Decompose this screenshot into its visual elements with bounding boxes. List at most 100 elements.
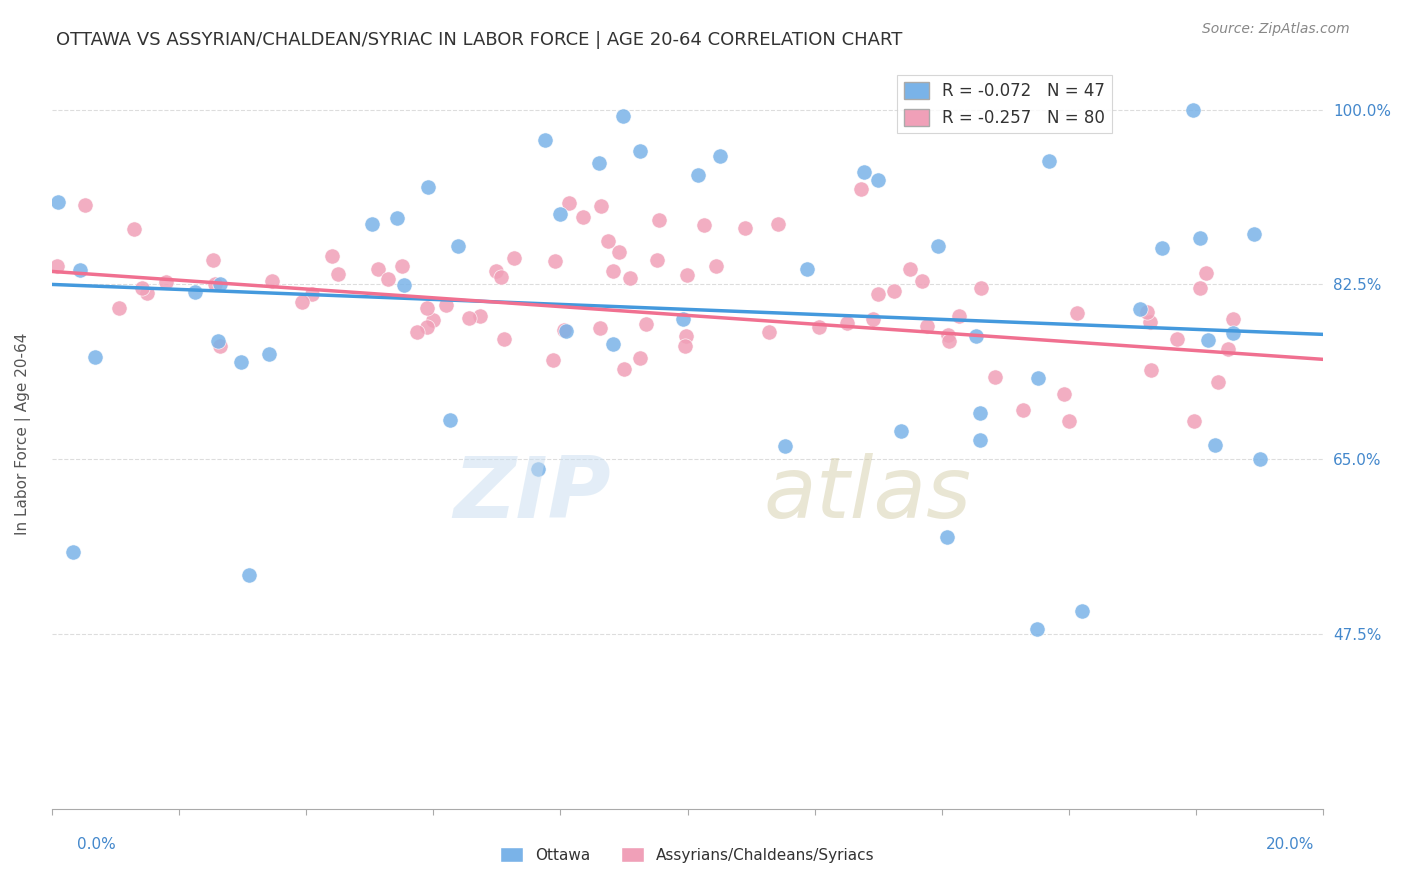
Point [1181,103,1204,117]
Point [406,326,429,340]
Point [208,339,231,353]
Point [207,334,229,349]
Point [1136,304,1159,318]
Point [686,168,709,182]
Point [201,252,224,267]
Point [1026,622,1049,636]
Point [1129,301,1152,316]
Point [1222,326,1244,340]
Point [969,434,991,448]
Point [1071,604,1094,618]
Point [969,406,991,420]
Point [866,287,889,301]
Point [485,264,508,278]
Point [209,277,232,291]
Point [447,239,470,253]
Point [1197,334,1219,348]
Point [835,316,858,330]
Point [773,439,796,453]
Point [645,253,668,268]
Point [377,272,399,286]
Point [983,370,1005,384]
Point [915,319,938,334]
Point [434,297,457,311]
Point [392,277,415,292]
Point [1026,371,1049,385]
Point [1139,363,1161,377]
Point [321,249,343,263]
Legend: R = -0.072   N = 47, R = -0.257   N = 80: R = -0.072 N = 47, R = -0.257 N = 80 [897,76,1112,134]
Point [1249,452,1271,467]
Point [73,198,96,212]
Point [675,268,697,282]
Point [758,325,780,339]
Point [553,323,575,337]
Point [45,259,67,273]
Point [1188,281,1211,295]
Point [1195,266,1218,280]
Point [849,181,872,195]
Point [1066,306,1088,320]
Text: ZIP: ZIP [454,453,612,536]
Point [602,337,624,351]
Point [131,281,153,295]
Point [704,259,727,273]
Point [572,210,595,224]
Point [416,301,439,316]
Point [890,424,912,438]
Point [257,347,280,361]
Point [457,311,479,326]
Point [1012,403,1035,417]
Point [965,328,987,343]
Point [935,530,957,544]
Point [628,145,651,159]
Point [46,194,69,209]
Point [470,309,492,323]
Point [84,350,107,364]
Point [588,156,610,170]
Point [768,217,790,231]
Point [136,285,159,300]
Point [647,212,669,227]
Point [1222,312,1244,326]
Point [619,271,641,285]
Point [204,277,226,291]
Y-axis label: In Labor Force | Age 20-64: In Labor Force | Age 20-64 [15,333,31,535]
Point [492,332,515,346]
Point [62,544,84,558]
Point [526,462,548,476]
Point [693,218,716,232]
Point [418,180,440,194]
Point [927,239,949,253]
Point [734,220,756,235]
Point [361,217,384,231]
Point [548,207,571,221]
Point [1057,414,1080,428]
Point [229,354,252,368]
Point [184,285,207,299]
Point [422,312,444,326]
Point [936,328,959,343]
Point [589,321,612,335]
Point [808,320,831,334]
Text: 20.0%: 20.0% [1267,838,1315,852]
Point [489,269,512,284]
Point [868,172,890,186]
Point [1206,375,1229,389]
Point [636,317,658,331]
Point [534,133,557,147]
Point [1038,153,1060,168]
Point [1150,241,1173,255]
Point [262,274,284,288]
Point [385,211,408,226]
Point [544,254,567,268]
Text: 0.0%: 0.0% [77,838,117,852]
Point [948,309,970,323]
Point [439,413,461,427]
Point [155,275,177,289]
Point [1139,315,1161,329]
Point [503,252,526,266]
Point [970,281,993,295]
Point [328,267,350,281]
Point [596,234,619,248]
